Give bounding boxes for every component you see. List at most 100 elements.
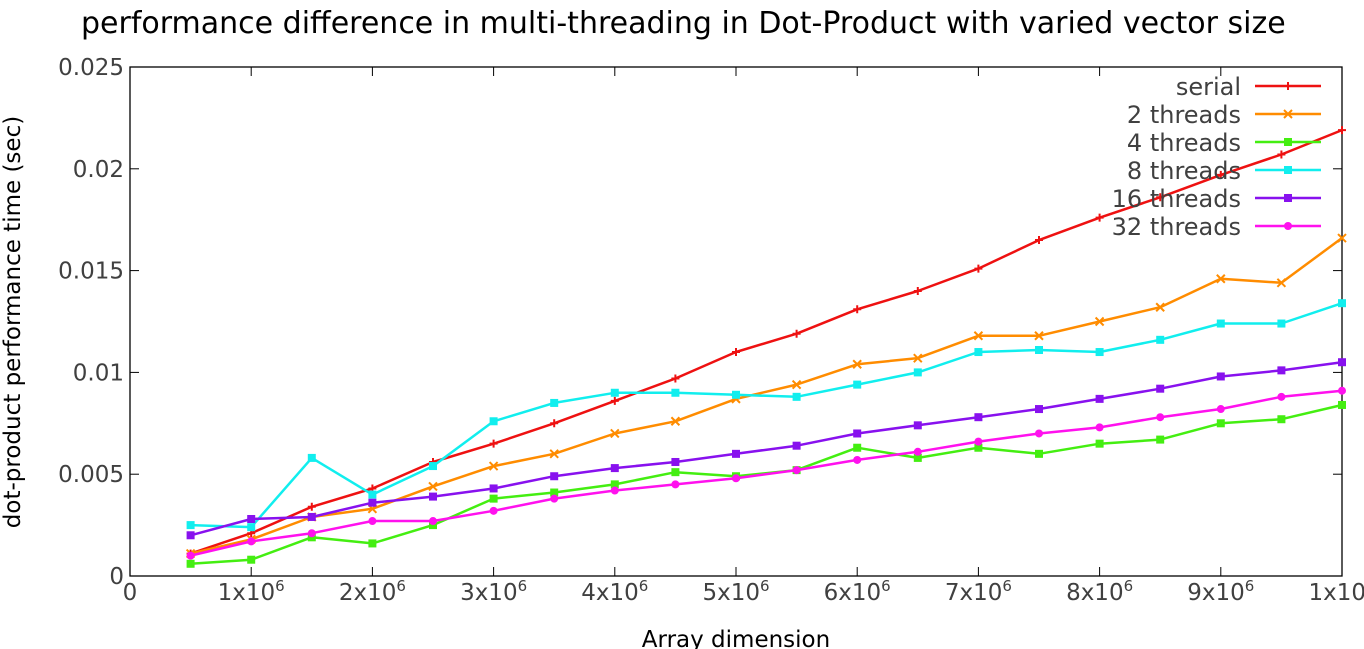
- data-point: [368, 498, 377, 507]
- data-point: [1216, 319, 1225, 328]
- data-point: [610, 388, 619, 397]
- data-point: [913, 286, 922, 295]
- y-tick-label: 0.005: [58, 462, 124, 488]
- series-line: [190, 389, 1343, 557]
- data-point: [1156, 413, 1165, 422]
- x-tick-label: 5x106: [702, 577, 769, 606]
- legend-label: 32 threads: [1112, 213, 1241, 241]
- data-point: [1035, 236, 1043, 245]
- data-point: [489, 506, 498, 515]
- data-point: [1095, 213, 1104, 222]
- data-point: [489, 484, 498, 493]
- data-point: [186, 521, 195, 530]
- data-point: [247, 537, 256, 546]
- data-point: [1277, 319, 1286, 328]
- data-point: [429, 521, 437, 530]
- data-point: [1094, 316, 1105, 327]
- data-point: [913, 453, 922, 462]
- data-point: [307, 502, 316, 511]
- x-tick-label: 7x106: [945, 577, 1012, 606]
- x-tick-label: 1x106: [218, 577, 285, 606]
- legend-marker: [1284, 194, 1292, 202]
- data-point: [732, 390, 740, 399]
- data-point: [429, 517, 437, 526]
- y-tick-label: 0: [109, 564, 124, 590]
- data-point: [1035, 449, 1043, 458]
- data-point: [489, 417, 498, 426]
- data-point: [186, 551, 195, 560]
- data-point: [1338, 299, 1346, 308]
- x-tick-label: 4x106: [581, 577, 648, 606]
- data-point: [913, 353, 923, 363]
- data-point: [974, 443, 983, 452]
- data-point: [307, 533, 316, 542]
- data-point: [792, 392, 801, 401]
- data-point: [550, 494, 559, 503]
- data-point: [671, 480, 680, 489]
- data-point: [1277, 392, 1286, 401]
- data-point: [186, 559, 195, 568]
- data-point: [974, 348, 983, 357]
- data-point: [550, 488, 559, 497]
- data-point: [974, 264, 983, 273]
- data-point: [368, 539, 377, 548]
- data-point: [1277, 415, 1286, 424]
- series-line: [190, 360, 1343, 537]
- x-tick-label: 9x106: [1187, 577, 1254, 606]
- data-point: [792, 441, 801, 450]
- data-point: [852, 359, 862, 369]
- series-3: [186, 299, 1346, 532]
- x-tick-label: 2x106: [339, 577, 406, 606]
- data-point: [429, 462, 437, 471]
- x-tick-label: 1x107: [1308, 577, 1364, 606]
- legend-marker: [1284, 222, 1292, 230]
- legend-label: serial: [1176, 73, 1241, 101]
- data-point: [1216, 419, 1225, 428]
- data-point: [1338, 386, 1346, 395]
- data-point: [488, 461, 499, 471]
- data-point: [1216, 405, 1225, 414]
- data-point: [550, 472, 559, 481]
- series-line: [190, 403, 1343, 566]
- data-point: [489, 439, 498, 448]
- data-point: [1155, 302, 1165, 312]
- data-point: [1034, 331, 1044, 341]
- legend-marker: [1284, 82, 1292, 90]
- data-point: [1156, 193, 1165, 202]
- data-point: [429, 492, 437, 501]
- data-point: [1337, 233, 1347, 243]
- data-point: [610, 396, 619, 405]
- axis-ticks: 0 0.005 0.01 0.015 0.02 0.025 0 1x106 2x106 3x106…: [58, 55, 1364, 606]
- series-line: [190, 236, 1343, 555]
- y-axis-label: dot-product performance time (sec): [0, 116, 26, 528]
- data-point: [974, 437, 983, 446]
- data-point: [671, 468, 680, 477]
- legend-marker: [1284, 166, 1292, 174]
- data-point: [610, 480, 619, 489]
- data-point: [1035, 405, 1043, 414]
- data-point: [732, 449, 740, 458]
- series-line: [190, 128, 1343, 555]
- data-point: [610, 464, 619, 473]
- legend-label: 4 threads: [1127, 129, 1241, 157]
- data-point: [1216, 372, 1225, 381]
- legend-label: 8 threads: [1127, 157, 1241, 185]
- data-point: [307, 512, 316, 521]
- data-point: [853, 380, 862, 389]
- data-point: [1156, 335, 1165, 344]
- data-point: [1156, 384, 1165, 393]
- x-tick-label: 0: [123, 580, 138, 606]
- data-point: [247, 514, 256, 523]
- data-point: [1095, 348, 1104, 357]
- data-point: [550, 398, 559, 407]
- data-point: [368, 490, 377, 499]
- data-point: [1277, 150, 1286, 159]
- legend-label: 2 threads: [1127, 101, 1241, 129]
- x-tick-label: 6x106: [824, 577, 891, 606]
- data-point: [1156, 435, 1165, 444]
- data-point: [549, 449, 559, 459]
- data-point: [1216, 274, 1226, 284]
- data-point: [671, 388, 680, 397]
- data-point: [792, 466, 801, 475]
